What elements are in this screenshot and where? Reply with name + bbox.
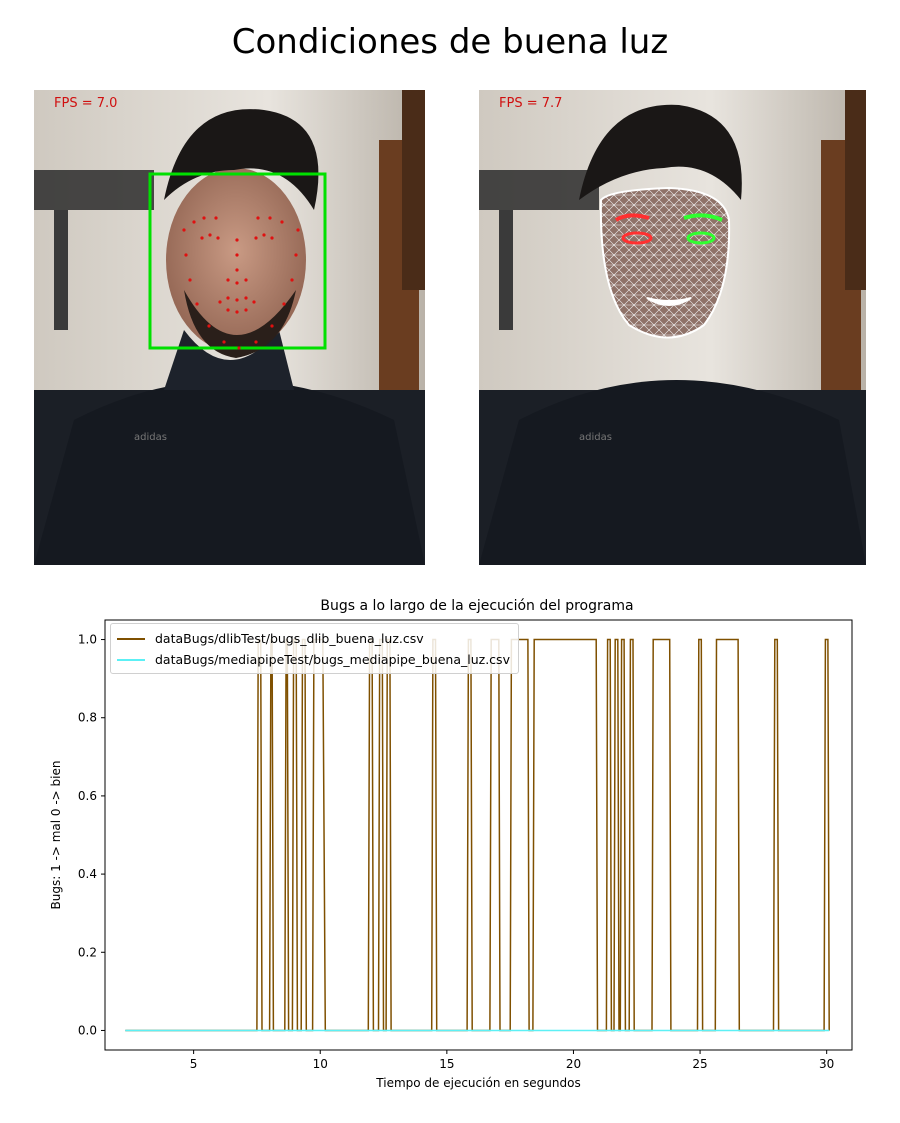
plot-area — [104, 619, 853, 1051]
x-axis-label: Tiempo de ejecución en segundos — [375, 1076, 580, 1090]
y-tick-label: 0.4 — [78, 867, 97, 881]
fps-readout: FPS = 7.7 — [499, 96, 563, 111]
fps-readout: FPS = 7.0 — [54, 96, 118, 111]
y-tick-label: 0.8 — [78, 711, 97, 725]
dlib-camera-frame: adidas FPS = 7.0 — [34, 90, 425, 565]
y-tick-label: 0.2 — [78, 945, 97, 959]
x-tick-label: 5 — [190, 1057, 198, 1071]
legend-swatch — [117, 658, 145, 661]
bugs-chart: Bugs a lo largo de la ejecución del prog… — [0, 585, 900, 1105]
mediapipe-camera-frame: adidas FPS = 7.7 — [479, 90, 866, 565]
y-axis-label: Bugs: 1 -> mal 0 -> bien — [49, 761, 63, 910]
chart-title: Bugs a lo largo de la ejecución del prog… — [320, 598, 633, 614]
legend-label: dataBugs/dlibTest/bugs_dlib_buena_luz.cs… — [155, 631, 424, 646]
legend-label: dataBugs/mediapipeTest/bugs_mediapipe_bu… — [155, 652, 510, 667]
svg-text:adidas: adidas — [134, 432, 167, 443]
legend-swatch — [117, 637, 145, 640]
y-tick-label: 0.0 — [78, 1023, 97, 1037]
y-tick-label: 0.6 — [78, 789, 97, 803]
chart-legend: dataBugs/dlibTest/bugs_dlib_buena_luz.cs… — [110, 623, 519, 674]
x-tick-label: 15 — [439, 1057, 454, 1071]
svg-text:adidas: adidas — [579, 432, 612, 443]
legend-entry-mediapipe: dataBugs/mediapipeTest/bugs_mediapipe_bu… — [117, 649, 510, 670]
y-tick-label: 1.0 — [78, 633, 97, 647]
x-tick-label: 20 — [566, 1057, 581, 1071]
legend-entry-dlib: dataBugs/dlibTest/bugs_dlib_buena_luz.cs… — [117, 628, 510, 649]
series-line-dlib — [125, 638, 830, 1032]
x-tick-label: 25 — [692, 1057, 707, 1071]
figure-title: Condiciones de buena luz — [231, 22, 669, 62]
x-tick-label: 10 — [313, 1057, 328, 1071]
x-tick-label: 30 — [819, 1057, 834, 1071]
